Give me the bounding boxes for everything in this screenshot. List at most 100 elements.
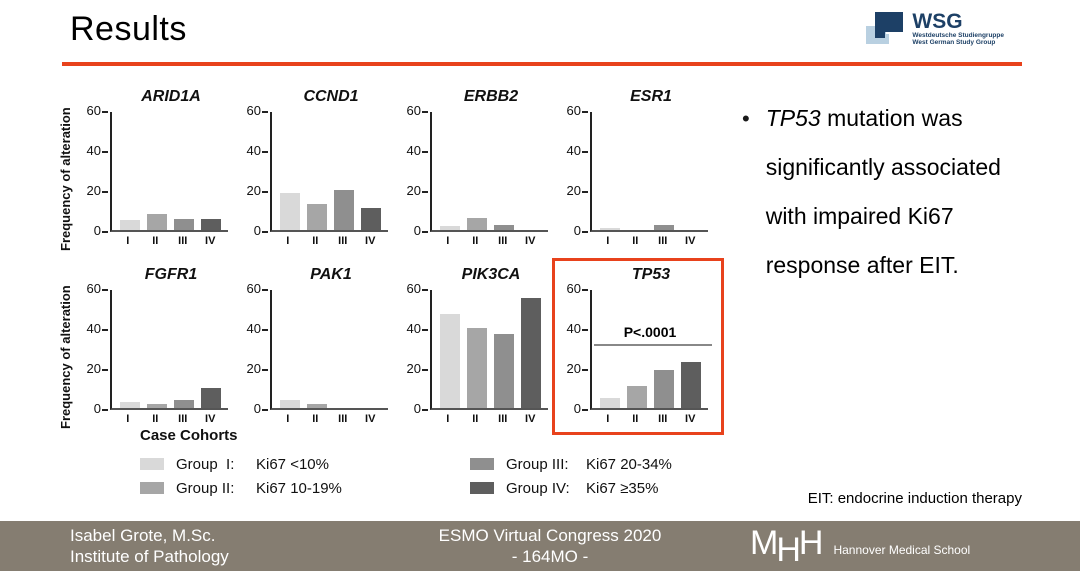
bar-group-I <box>119 402 140 408</box>
chart-ccnd1: CCND1 0 20 40 60 I II III IV <box>238 86 398 251</box>
bar-group-I <box>599 398 620 408</box>
chart-pik3ca: PIK3CA 0 20 40 60 I II III IV <box>398 264 558 429</box>
bar-group-IV <box>680 362 701 408</box>
chart-title: TP53 <box>631 266 671 283</box>
bar-group-III <box>493 225 514 230</box>
group-3-swatch <box>470 458 494 470</box>
bar-group-IV <box>360 208 381 230</box>
legend-heading: Case Cohorts <box>140 427 238 444</box>
bar-group-I <box>439 314 460 408</box>
bar-group-II <box>306 204 327 230</box>
y-axis-label: Frequency of alteration <box>58 107 73 251</box>
legend-label: Group IV: <box>506 479 570 497</box>
bar-group-II <box>146 404 167 408</box>
y-axis: 0 20 40 60 <box>238 282 270 416</box>
legend-desc: Ki67 ≥35% <box>586 479 659 497</box>
bar-group-III <box>653 370 674 408</box>
wsg-logo: WSG Westdeutsche Studiengruppe West Germ… <box>866 10 1004 48</box>
title-underline <box>62 62 1022 66</box>
bar-group-III <box>333 190 354 230</box>
chart-esr1: ESR1 0 20 40 60 I II III IV <box>558 86 718 251</box>
y-axis-label: Frequency of alteration <box>58 285 73 429</box>
wsg-logo-name: WSG <box>912 10 963 33</box>
plot-area <box>270 290 388 410</box>
bar-group-II <box>626 386 647 408</box>
wsg-logo-icon <box>866 10 906 48</box>
x-axis-labels: I II III IV <box>286 413 376 425</box>
legend-label: Group II: <box>176 479 235 497</box>
page-title: Results <box>70 10 187 48</box>
y-axis: 0 20 40 60 <box>558 104 590 238</box>
x-axis-labels: I II III IV <box>286 235 376 247</box>
plot-area <box>430 112 548 232</box>
y-axis: 0 20 40 60 <box>238 104 270 238</box>
conclusion-bullet: • TP53 mutation was significantly associ… <box>742 94 1052 290</box>
plot-area <box>270 112 388 232</box>
chart-tp53: TP53 0 20 40 60 P<.0001 I II III IV <box>552 258 724 435</box>
chart-row-bottom: Frequency of alteration FGFR1 0 20 40 60 I II II… <box>58 258 748 435</box>
chart-fgfr1: FGFR1 0 20 40 60 I II III IV <box>78 264 238 429</box>
plot-area <box>430 290 548 410</box>
chart-title: PAK1 <box>310 266 352 283</box>
chart-title: FGFR1 <box>144 266 198 283</box>
chart-title: ARID1A <box>141 88 201 105</box>
group-1-swatch <box>140 458 164 470</box>
bar-group-III <box>173 219 194 230</box>
chart-title: CCND1 <box>303 88 359 105</box>
bar-group-I <box>279 193 300 230</box>
bar-group-IV <box>200 388 221 408</box>
x-axis-labels: I II III IV <box>446 413 536 425</box>
legend-desc: Ki67 <10% <box>256 455 329 473</box>
bar-group-I <box>279 400 300 408</box>
conclusion-text: TP53 mutation was significantly associat… <box>765 105 1001 278</box>
group-4-swatch <box>470 482 494 494</box>
legend-item-group-3: Group III: Ki67 20-34% <box>470 456 672 473</box>
congress-session: - 164MO - <box>511 547 589 566</box>
bar-group-II <box>146 214 167 230</box>
x-axis-labels: I II III IV <box>446 235 536 247</box>
x-axis-labels: I II III IV <box>126 413 216 425</box>
wsg-logo-line1: Westdeutsche Studiengruppe <box>912 32 1004 39</box>
legend: Group I: Ki67 <10% Group II: Ki67 10-19%… <box>140 452 672 500</box>
bar-group-III <box>493 334 514 408</box>
bar-group-I <box>119 220 140 230</box>
footer-congress: ESMO Virtual Congress 2020 - 164MO - <box>350 525 750 567</box>
congress-name: ESMO Virtual Congress 2020 <box>438 526 662 545</box>
bar-group-III <box>173 400 194 408</box>
bar-group-II <box>466 218 487 230</box>
legend-label: Group I: <box>176 455 235 473</box>
chart-row-top: Frequency of alteration ARID1A 0 20 40 60 I II I… <box>58 86 748 254</box>
wsg-logo-line2: West German Study Group <box>912 39 996 46</box>
bar-group-III <box>653 225 674 230</box>
chart-title: ERBB2 <box>463 88 519 105</box>
legend-item-group-1: Group I: Ki67 <10% <box>140 456 470 473</box>
author-name: Isabel Grote, M.Sc. <box>70 526 216 545</box>
bar-group-II <box>466 328 487 408</box>
chart-pak1: PAK1 0 20 40 60 I II III IV <box>238 264 398 429</box>
bar-group-I <box>599 228 620 230</box>
legend-item-group-2: Group II: Ki67 10-19% <box>140 480 470 497</box>
group-2-swatch <box>140 482 164 494</box>
plot-area <box>110 112 228 232</box>
legend-label: Group III: <box>506 455 569 473</box>
chart-title: PIK3CA <box>461 266 521 283</box>
plot-area <box>590 112 708 232</box>
bar-group-II <box>306 404 327 408</box>
x-axis-labels: I II III IV <box>126 235 216 247</box>
footer-author: Isabel Grote, M.Sc. Institute of Patholo… <box>70 525 350 567</box>
bar-group-IV <box>200 219 221 230</box>
p-value-label: P<.0001 <box>623 324 677 340</box>
charts-section: Frequency of alteration ARID1A 0 20 40 60 I II I… <box>58 86 748 442</box>
legend-item-group-4: Group IV: Ki67 ≥35% <box>470 480 672 497</box>
bar-group-I <box>439 226 460 230</box>
y-axis: 0 20 40 60 <box>558 282 590 416</box>
bar-group-IV <box>520 298 541 408</box>
author-institute: Institute of Pathology <box>70 547 229 566</box>
y-axis: 0 20 40 60 <box>398 282 430 416</box>
y-axis: 0 20 40 60 <box>78 104 110 238</box>
chart-title: ESR1 <box>630 88 672 105</box>
plot-area: P<.0001 <box>590 290 712 410</box>
bullet-icon: • <box>742 106 750 131</box>
plot-area <box>110 290 228 410</box>
